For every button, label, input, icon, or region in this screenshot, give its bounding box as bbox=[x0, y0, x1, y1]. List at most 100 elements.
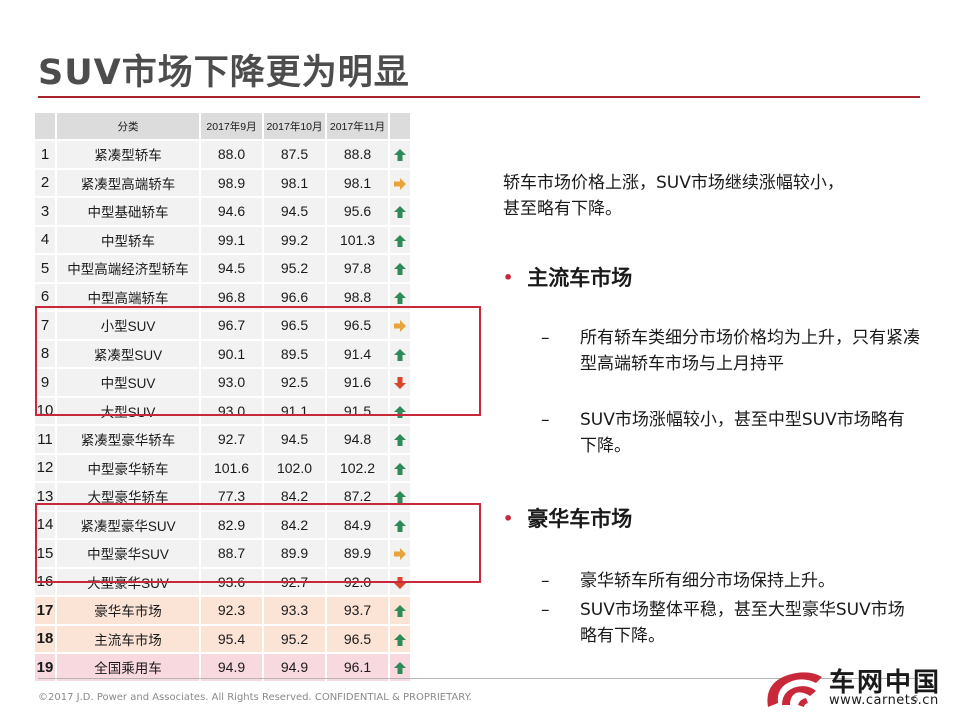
luxury-sub-1: – 豪华轿车所有细分市场保持上升。 bbox=[541, 568, 921, 594]
bullet-luxury-label: 豪华车市场 bbox=[527, 507, 633, 531]
dash-mark: – bbox=[541, 571, 550, 591]
row-index: 11 bbox=[35, 426, 55, 455]
trend-arrow-up-icon bbox=[390, 426, 410, 455]
table-row: 1 紧凑型轿车 88.0 87.5 88.8 bbox=[35, 141, 410, 170]
table-row: 17 豪华车市场 92.3 93.3 93.7 bbox=[35, 597, 410, 626]
table-row: 7 小型SUV 96.7 96.5 96.5 bbox=[35, 312, 410, 341]
row-index: 15 bbox=[35, 540, 55, 569]
intro-line-2: 甚至略有下降。 bbox=[503, 199, 622, 219]
row-index: 5 bbox=[35, 255, 55, 284]
row-index: 14 bbox=[35, 511, 55, 540]
trend-arrow-up-icon bbox=[390, 340, 410, 369]
trend-arrow-up-icon bbox=[390, 511, 410, 540]
page-number: 6 bbox=[912, 694, 919, 705]
logo-url: www.carnets.cn bbox=[829, 693, 939, 708]
arrow-up-icon bbox=[393, 604, 407, 618]
trend-arrow-up-icon bbox=[390, 397, 410, 426]
row-index: 2 bbox=[35, 169, 55, 198]
header-index bbox=[35, 113, 55, 141]
table-row: 18 主流车市场 95.4 95.2 96.5 bbox=[35, 625, 410, 654]
table-row: 5 中型高端经济型轿车 94.5 95.2 97.8 bbox=[35, 255, 410, 284]
row-value-oct: 94.9 bbox=[264, 654, 325, 683]
row-value-nov: 97.8 bbox=[327, 255, 388, 284]
trend-arrow-up-icon bbox=[390, 141, 410, 170]
row-value-oct: 98.1 bbox=[264, 169, 325, 198]
arrow-up-icon bbox=[393, 348, 407, 362]
logo-name: 车网中国 bbox=[829, 668, 942, 698]
row-value-nov: 98.1 bbox=[327, 169, 388, 198]
row-value-nov: 87.2 bbox=[327, 483, 388, 512]
trend-arrow-up-icon bbox=[390, 597, 410, 626]
row-category: 全国乘用车 bbox=[57, 654, 199, 683]
header-category: 分类 bbox=[57, 113, 199, 141]
row-value-nov: 101.3 bbox=[327, 226, 388, 255]
row-value-oct: 84.2 bbox=[264, 511, 325, 540]
row-index: 3 bbox=[35, 198, 55, 227]
row-value-sep: 88.0 bbox=[201, 141, 262, 170]
mainstream-sub-2: – SUV市场涨幅较小，甚至中型SUV市场略有下降。 bbox=[541, 407, 921, 459]
table-row: 10 大型SUV 93.0 91.1 91.5 bbox=[35, 397, 410, 426]
table-header-row: 分类 2017年9月 2017年10月 2017年11月 bbox=[35, 113, 410, 141]
trend-arrow-up-icon bbox=[390, 255, 410, 284]
carnets-logo-icon bbox=[767, 672, 822, 707]
arrow-right-icon bbox=[393, 547, 407, 561]
row-index: 1 bbox=[35, 141, 55, 170]
slide-title: SUV市场下降更为明显 bbox=[38, 53, 410, 93]
row-value-nov: 89.9 bbox=[327, 540, 388, 569]
trend-arrow-right-icon bbox=[390, 169, 410, 198]
row-index: 4 bbox=[35, 226, 55, 255]
price-index-table: 分类 2017年9月 2017年10月 2017年11月 1 紧凑型轿车 88.0 8… bbox=[33, 113, 412, 683]
table-row: 15 中型豪华SUV 88.7 89.9 89.9 bbox=[35, 540, 410, 569]
table-row: 12 中型豪华轿车 101.6 102.0 102.2 bbox=[35, 454, 410, 483]
row-category: 中型豪华SUV bbox=[57, 540, 199, 569]
copyright-footer: ©2017 J.D. Power and Associates. All Rig… bbox=[38, 692, 472, 703]
mainstream-sub-1: – 所有轿车类细分市场价格均为上升，只有紧凑型高端轿车市场与上月持平 bbox=[541, 325, 921, 377]
arrow-up-icon bbox=[393, 262, 407, 276]
trend-arrow-right-icon bbox=[390, 540, 410, 569]
row-category: 中型豪华轿车 bbox=[57, 454, 199, 483]
trend-arrow-up-icon bbox=[390, 454, 410, 483]
row-index: 12 bbox=[35, 454, 55, 483]
arrow-right-icon bbox=[393, 319, 407, 333]
row-category: 紧凑型SUV bbox=[57, 340, 199, 369]
table-row: 13 大型豪华轿车 77.3 84.2 87.2 bbox=[35, 483, 410, 512]
trend-arrow-up-icon bbox=[390, 198, 410, 227]
arrow-up-icon bbox=[393, 405, 407, 419]
arrow-up-icon bbox=[393, 234, 407, 248]
row-value-sep: 94.6 bbox=[201, 198, 262, 227]
row-category: 紧凑型豪华SUV bbox=[57, 511, 199, 540]
luxury-sub-1-text: 豪华轿车所有细分市场保持上升。 bbox=[580, 571, 835, 591]
header-nov: 2017年11月 bbox=[327, 113, 388, 141]
title-divider bbox=[38, 96, 920, 98]
suv-highlight-box bbox=[35, 306, 481, 416]
row-index: 7 bbox=[35, 312, 55, 341]
table-row: 14 紧凑型豪华SUV 82.9 84.2 84.9 bbox=[35, 511, 410, 540]
mainstream-sub-2-text: SUV市场涨幅较小，甚至中型SUV市场略有下降。 bbox=[580, 410, 905, 456]
dash-mark: – bbox=[541, 600, 550, 620]
row-category: 中型轿车 bbox=[57, 226, 199, 255]
row-value-oct: 89.5 bbox=[264, 340, 325, 369]
row-index: 6 bbox=[35, 283, 55, 312]
dash-mark: – bbox=[541, 328, 550, 348]
row-category: 中型SUV bbox=[57, 369, 199, 398]
luxury-suv-highlight-box bbox=[35, 503, 481, 583]
row-value-nov: 95.6 bbox=[327, 198, 388, 227]
luxury-sub-2-text: SUV市场整体平稳，甚至大型豪华SUV市场略有下降。 bbox=[580, 600, 905, 646]
row-category: 紧凑型高端轿车 bbox=[57, 169, 199, 198]
row-index: 19 bbox=[35, 654, 55, 683]
bullet-mainstream: • 主流车市场 bbox=[503, 262, 632, 292]
table-row: 9 中型SUV 93.0 92.5 91.6 bbox=[35, 369, 410, 398]
table-row: 11 紧凑型豪华轿车 92.7 94.5 94.8 bbox=[35, 426, 410, 455]
arrow-up-icon bbox=[393, 291, 407, 305]
row-value-oct: 94.5 bbox=[264, 198, 325, 227]
table-row: 3 中型基础轿车 94.6 94.5 95.6 bbox=[35, 198, 410, 227]
row-value-oct: 84.2 bbox=[264, 483, 325, 512]
table-row: 8 紧凑型SUV 90.1 89.5 91.4 bbox=[35, 340, 410, 369]
row-value-nov: 96.1 bbox=[327, 654, 388, 683]
row-category: 小型SUV bbox=[57, 312, 199, 341]
row-category: 大型豪华轿车 bbox=[57, 483, 199, 512]
arrow-up-icon bbox=[393, 433, 407, 447]
trend-arrow-up-icon bbox=[390, 654, 410, 683]
row-index: 9 bbox=[35, 369, 55, 398]
row-value-sep: 96.7 bbox=[201, 312, 262, 341]
